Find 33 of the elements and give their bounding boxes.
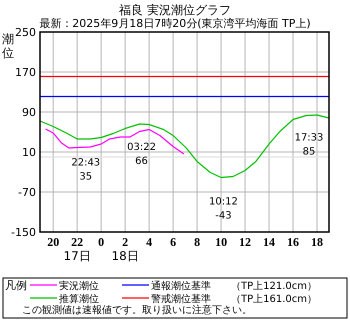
- y-tick-label: 170: [15, 66, 36, 79]
- x-tick-label: 2 18日: [112, 235, 139, 263]
- text: この観測値は速報値です。取り扱いに注意下さい。: [22, 304, 252, 316]
- x-tick-label: 8: [194, 235, 200, 249]
- x-tick-label: 14: [263, 235, 276, 249]
- annotation: 17:33 85: [294, 132, 324, 158]
- legend-title: 凡例: [5, 279, 27, 292]
- y-tick-label: -150: [11, 226, 36, 239]
- legend-label: 推算潮位: [59, 293, 99, 305]
- x-tick-label: 16: [287, 235, 300, 249]
- x-tick-label: 4: [146, 235, 152, 249]
- legend-label: 警戒潮位基準 （TP上161.0cm）: [151, 293, 318, 305]
- x-tick-label: 10: [215, 235, 228, 249]
- legend-label: 通報潮位基準 （TP上121.0cm）: [151, 280, 318, 292]
- line-series: [39, 114, 330, 178]
- annotation: 22:43 35: [71, 158, 100, 182]
- x-tick-label: 0: [98, 235, 104, 249]
- x-tick-label: 12: [239, 235, 252, 249]
- x-tick-label: 20: [47, 235, 60, 249]
- y-tick-label: 250: [15, 26, 36, 39]
- annotation: 03:22 66: [127, 142, 156, 167]
- y-tick-label: 10: [22, 146, 36, 159]
- line-series: [45, 128, 184, 155]
- y-tick-label: 90: [22, 106, 36, 119]
- chart-title: 福良 実況潮位グラフ: [119, 3, 231, 17]
- x-tick-label: 6: [170, 235, 176, 249]
- chart-subtitle: 最新：2025年9月18日7時20分(東京湾平均海面 TP上): [39, 17, 311, 30]
- y-tick-label: -70: [18, 186, 36, 199]
- x-tick-label: 22 17日: [64, 235, 91, 263]
- legend-label: 実況潮位: [59, 280, 99, 292]
- x-tick-label: 18: [311, 235, 324, 249]
- y-axis-title: 潮位: [2, 32, 14, 60]
- annotation: 10:12 -43: [209, 196, 238, 222]
